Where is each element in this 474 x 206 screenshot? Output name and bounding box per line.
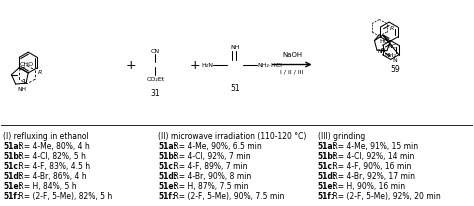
Text: R= H, 87%, 7.5 min: R= H, 87%, 7.5 min: [171, 181, 248, 190]
Text: CHO: CHO: [20, 61, 34, 66]
Text: 51f:: 51f:: [318, 191, 334, 200]
Text: R= 4-Br, 86%, 4 h: R= 4-Br, 86%, 4 h: [16, 171, 86, 180]
Text: R= 4-F, 83%, 4.5 h: R= 4-F, 83%, 4.5 h: [16, 161, 90, 170]
Text: 51b:: 51b:: [158, 151, 177, 160]
Text: NH: NH: [230, 44, 240, 49]
Text: NaOH: NaOH: [282, 51, 302, 57]
Text: I / II / III: I / II / III: [281, 69, 304, 74]
Text: R= 4-F, 89%, 7 min: R= 4-F, 89%, 7 min: [171, 161, 247, 170]
Text: R= 4-Cl, 92%, 7 min: R= 4-Cl, 92%, 7 min: [171, 151, 250, 160]
Text: N: N: [380, 48, 385, 53]
Text: 51f:: 51f:: [3, 191, 20, 200]
Text: R= H, 90%, 16 min: R= H, 90%, 16 min: [330, 181, 405, 190]
Text: R= 4-Br, 90%, 8 min: R= 4-Br, 90%, 8 min: [171, 171, 251, 180]
Text: +: +: [190, 59, 201, 72]
Text: R= 4-Me, 90%, 6.5 min: R= 4-Me, 90%, 6.5 min: [171, 141, 262, 150]
Text: 51e:: 51e:: [3, 181, 22, 190]
Text: 51c:: 51c:: [3, 161, 21, 170]
Text: R= 4-Br, 92%, 17 min: R= 4-Br, 92%, 17 min: [330, 171, 415, 180]
Text: R: R: [38, 70, 42, 75]
Text: R= (2-F, 5-Me), 92%, 20 min: R= (2-F, 5-Me), 92%, 20 min: [330, 191, 440, 200]
Text: NH₂·HCl: NH₂·HCl: [257, 63, 282, 68]
Text: H₂N: H₂N: [201, 63, 213, 68]
Text: NH₂: NH₂: [384, 53, 397, 58]
Text: 51d:: 51d:: [3, 171, 22, 180]
Text: R: R: [390, 26, 394, 31]
Text: (I) refluxing in ethanol: (I) refluxing in ethanol: [3, 131, 89, 140]
Text: 51b:: 51b:: [3, 151, 22, 160]
Text: R= 4-Me, 91%, 15 min: R= 4-Me, 91%, 15 min: [330, 141, 418, 150]
Text: R= H, 84%, 5 h: R= H, 84%, 5 h: [16, 181, 76, 190]
Text: +: +: [125, 59, 136, 72]
Text: CO₂Et: CO₂Et: [146, 77, 164, 82]
Text: 51e:: 51e:: [318, 181, 336, 190]
Text: R= 4-Cl, 92%, 14 min: R= 4-Cl, 92%, 14 min: [330, 151, 414, 160]
Text: NH: NH: [378, 48, 386, 53]
Text: 51d:: 51d:: [318, 171, 337, 180]
Text: (III) grinding: (III) grinding: [318, 131, 365, 140]
Text: HO: HO: [379, 39, 389, 44]
Text: 1: 1: [21, 78, 26, 84]
Text: 51: 51: [230, 84, 240, 93]
Text: R= (2-F, 5-Me), 90%, 7.5 min: R= (2-F, 5-Me), 90%, 7.5 min: [171, 191, 284, 200]
Text: (II) microwave irradiation (110-120 °C): (II) microwave irradiation (110-120 °C): [158, 131, 307, 140]
Text: 51a:: 51a:: [3, 141, 22, 150]
Text: NC: NC: [388, 44, 397, 49]
Text: R= 4-Me, 80%, 4 h: R= 4-Me, 80%, 4 h: [16, 141, 90, 150]
Text: 51a:: 51a:: [158, 141, 177, 150]
Text: R= 4-F, 90%, 16 min: R= 4-F, 90%, 16 min: [330, 161, 411, 170]
Text: NH: NH: [17, 86, 26, 91]
Text: 51f:: 51f:: [158, 191, 175, 200]
Text: CN: CN: [151, 48, 160, 53]
Text: 51c:: 51c:: [318, 161, 336, 170]
Text: 51e:: 51e:: [158, 181, 177, 190]
Text: N: N: [392, 58, 397, 63]
Text: 51a:: 51a:: [318, 141, 336, 150]
Text: R= (2-F, 5-Me), 82%, 5 h: R= (2-F, 5-Me), 82%, 5 h: [16, 191, 112, 200]
Text: 51c:: 51c:: [158, 161, 177, 170]
Text: 59: 59: [391, 65, 401, 74]
Text: R= 4-Cl, 82%, 5 h: R= 4-Cl, 82%, 5 h: [16, 151, 85, 160]
Text: 51d:: 51d:: [158, 171, 177, 180]
Text: 31: 31: [151, 89, 160, 98]
Text: 51b:: 51b:: [318, 151, 337, 160]
